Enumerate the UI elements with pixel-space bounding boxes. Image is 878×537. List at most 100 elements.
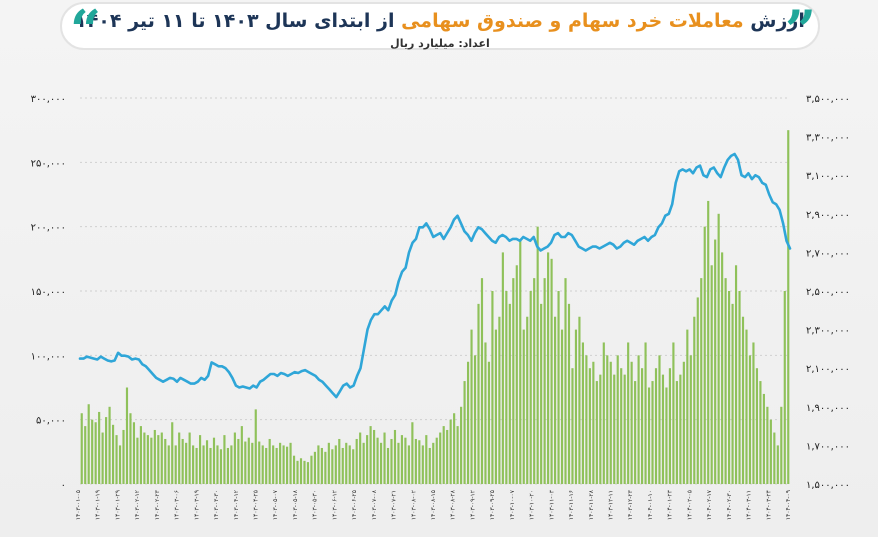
bar bbox=[334, 445, 337, 484]
bar bbox=[244, 441, 247, 484]
quote-open-icon: “ bbox=[70, 0, 102, 62]
bar bbox=[661, 374, 665, 484]
x-axis-tick-label: ۱۴۰۴-۰۳-۲۴ bbox=[765, 490, 772, 520]
bar bbox=[98, 411, 101, 484]
bar bbox=[679, 374, 682, 484]
bar bbox=[453, 413, 456, 484]
bar bbox=[129, 413, 132, 484]
bar bbox=[383, 432, 386, 484]
bar bbox=[574, 329, 578, 484]
x-axis-tick-label: ۱۴۰۳-۱۱-۰۳ bbox=[548, 489, 555, 520]
right-axis-tick-label: ۲,۹۰۰,۰۰۰ bbox=[806, 210, 850, 221]
bar bbox=[404, 437, 407, 484]
bar bbox=[540, 303, 543, 484]
bar bbox=[484, 342, 487, 484]
bar bbox=[501, 252, 504, 484]
bar bbox=[543, 278, 546, 484]
x-axis-tick-label: ۱۴۰۴-۰۱-۱۰ bbox=[647, 490, 654, 520]
bar bbox=[219, 449, 223, 484]
right-axis-tick-label: ۲,۱۰۰,۰۰۰ bbox=[806, 364, 850, 375]
x-axis-tick-label: ۱۴۰۳-۰۳-۱۹ bbox=[193, 490, 200, 520]
bar bbox=[310, 455, 313, 484]
bar bbox=[512, 278, 515, 484]
bar bbox=[94, 422, 97, 484]
bar bbox=[174, 445, 177, 484]
x-axis-tick-label: ۱۴۰۳-۰۳-۰۶ bbox=[174, 490, 181, 520]
bar bbox=[84, 426, 87, 484]
x-axis-tick-label: ۱۴۰۳-۰۱-۰۵ bbox=[75, 490, 82, 520]
right-axis-tick-label: ۲,۷۰۰,۰۰۰ bbox=[806, 248, 850, 259]
bar bbox=[644, 342, 647, 484]
title-bar: ارزش معاملات خرد سهام و صندوق سهامی از ا… bbox=[60, 2, 820, 50]
bar bbox=[672, 342, 675, 484]
bar bbox=[592, 361, 595, 484]
bar bbox=[769, 419, 772, 484]
right-axis-tick-label: ۳,۱۰۰,۰۰۰ bbox=[806, 171, 850, 182]
bar bbox=[613, 374, 616, 484]
bar bbox=[710, 265, 713, 484]
x-axis-tick-label: ۱۴۰۳-۱۲-۲۳ bbox=[627, 489, 634, 520]
x-axis-tick-label: ۱۴۰۴-۰۳-۱۱ bbox=[746, 490, 753, 520]
bar bbox=[755, 368, 759, 484]
bar bbox=[529, 291, 532, 484]
bar bbox=[275, 447, 278, 484]
x-axis-tick-label: ۱۴۰۴-۰۲-۳۰ bbox=[726, 490, 733, 520]
x-axis-tick-label: ۱۴۰۴-۰۴-۰۹ bbox=[785, 490, 792, 520]
right-axis-tick-label: ۳,۳۰۰,۰۰۰ bbox=[806, 133, 850, 144]
bar bbox=[362, 442, 365, 484]
bar bbox=[752, 342, 755, 484]
bar bbox=[390, 438, 393, 484]
right-axis-tick-label: ۲,۵۰۰,۰۰۰ bbox=[806, 287, 850, 298]
bar bbox=[686, 329, 689, 484]
bar bbox=[397, 442, 400, 484]
bar bbox=[616, 355, 619, 484]
bar bbox=[526, 316, 529, 484]
left-axis-tick-label: ۳۰۰,۰۰۰ bbox=[31, 94, 66, 105]
x-axis-tick-label: ۱۴۰۳-۰۶-۲۵ bbox=[351, 490, 358, 520]
bar bbox=[693, 316, 696, 484]
bar bbox=[118, 445, 122, 484]
bar bbox=[407, 445, 410, 484]
x-axis-tick-label: ۱۴۰۳-۰۱-۱۹ bbox=[95, 490, 102, 520]
bar bbox=[279, 442, 282, 484]
bar bbox=[348, 445, 351, 484]
bar bbox=[251, 442, 254, 484]
bar bbox=[442, 426, 445, 484]
bar bbox=[557, 291, 560, 484]
right-axis-tick-label: ۱,۹۰۰,۰۰۰ bbox=[806, 403, 850, 414]
bar bbox=[230, 445, 233, 484]
bar bbox=[780, 406, 783, 484]
bar bbox=[366, 435, 369, 484]
bar bbox=[178, 432, 181, 484]
bar bbox=[233, 432, 236, 484]
right-axis-tick-label: ۲,۳۰۰,۰۰۰ bbox=[806, 326, 850, 337]
bar bbox=[783, 291, 786, 484]
bar bbox=[268, 438, 271, 484]
x-axis-tick-label: ۱۴۰۳-۱۰-۰۷ bbox=[509, 489, 516, 520]
bar bbox=[139, 426, 142, 484]
bar bbox=[369, 426, 372, 484]
bar bbox=[647, 387, 651, 484]
bar bbox=[317, 445, 320, 484]
bar bbox=[623, 374, 626, 484]
bar bbox=[439, 432, 442, 484]
bar bbox=[421, 445, 424, 484]
left-axis-tick-label: ۰ bbox=[61, 480, 66, 491]
bar bbox=[536, 226, 539, 484]
bar bbox=[327, 442, 330, 484]
bar bbox=[449, 419, 452, 484]
x-axis-tick-label: ۱۴۰۳-۱۲-۱۱ bbox=[608, 490, 615, 520]
bar bbox=[714, 239, 717, 484]
bar bbox=[101, 432, 104, 484]
bar bbox=[223, 435, 226, 484]
bar bbox=[560, 329, 564, 484]
bar bbox=[762, 393, 765, 484]
bar bbox=[759, 381, 762, 484]
bar bbox=[571, 368, 574, 484]
chart-title: ارزش معاملات خرد سهام و صندوق سهامی از ا… bbox=[62, 10, 818, 32]
title-part-3: از ابتدای سال ۱۴۰۳ تا ۱۱ تیر ۱۴۰۴ bbox=[75, 10, 402, 32]
bar bbox=[627, 342, 630, 484]
x-axis-tick-label: ۱۴۰۳-۰۹-۲۵ bbox=[489, 490, 496, 520]
bar bbox=[265, 447, 268, 484]
bar bbox=[379, 442, 383, 484]
